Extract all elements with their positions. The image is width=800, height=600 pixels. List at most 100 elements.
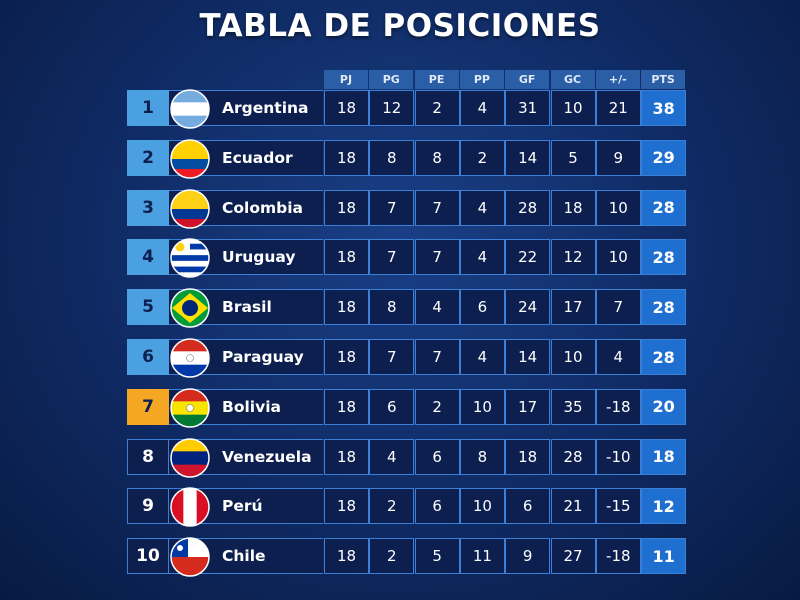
team-name: Argentina (222, 99, 309, 117)
team-name: Colombia (222, 198, 304, 217)
stat-cell: 4 (459, 189, 505, 226)
stat-cell: 7 (369, 189, 415, 226)
stat-cell: 8 (369, 289, 415, 326)
stat-cell: 18 (324, 538, 369, 575)
column-header: GF (505, 70, 550, 89)
team-cell: Venezuela (169, 437, 323, 478)
stat-cell: 28 (641, 189, 687, 226)
stat-cell: -15 (595, 488, 641, 525)
stat-cell: 18 (641, 438, 687, 475)
stat-cell: -18 (595, 538, 641, 575)
column-header: PE (414, 70, 459, 89)
stat-cell: 10 (550, 339, 596, 375)
stat-cell: 12 (369, 90, 415, 126)
stat-cell: 14 (505, 339, 551, 375)
flag-icon (170, 537, 210, 577)
column-header: PG (369, 70, 414, 89)
stat-cell: 28 (641, 339, 687, 375)
stat-cell: 10 (595, 239, 641, 276)
team-cell: Argentina (169, 89, 323, 129)
column-header: PTS (641, 70, 686, 89)
stat-cell: 4 (369, 438, 415, 475)
flag-icon (170, 388, 210, 428)
column-header: PP (459, 70, 504, 89)
stat-cell: 9 (505, 538, 551, 575)
stat-cell: 4 (459, 339, 505, 375)
flag-icon (170, 437, 210, 478)
stat-cell: 17 (550, 289, 596, 326)
stat-cell: 7 (414, 239, 460, 276)
stat-cell: 4 (595, 339, 641, 375)
position: 7 (127, 388, 169, 425)
team-name: Brasil (222, 298, 272, 317)
position: 2 (127, 139, 169, 176)
position: 8 (127, 438, 169, 475)
stat-cell: 18 (324, 339, 369, 375)
stat-cell: 28 (550, 438, 596, 475)
stat-cell: 28 (505, 189, 551, 226)
stat-cell: 6 (414, 438, 460, 475)
stat-cell: 18 (550, 189, 596, 226)
stat-cell: 4 (414, 289, 460, 326)
position: 1 (127, 90, 169, 126)
stat-cell: 18 (324, 239, 369, 276)
stat-cell: 11 (641, 538, 687, 575)
stat-cell: 12 (641, 488, 687, 525)
position: 9 (127, 488, 169, 525)
stat-cell: 21 (595, 90, 641, 126)
team-cell: Uruguay (169, 238, 323, 279)
team-cell: Perú (169, 487, 323, 528)
team-cell: Colombia (169, 188, 323, 229)
stat-cell: 4 (459, 239, 505, 276)
team-cell: Bolivia (169, 388, 323, 428)
position: 5 (127, 289, 169, 326)
flag-icon (170, 288, 210, 328)
team-cell: Ecuador (169, 139, 323, 179)
stat-cell: 7 (369, 239, 415, 276)
stat-cell: 18 (324, 139, 369, 176)
stat-cell: 11 (459, 538, 505, 575)
stat-cell: 7 (595, 289, 641, 326)
stat-cell: 20 (641, 388, 687, 425)
stat-cell: 14 (505, 139, 551, 176)
team-name: Bolivia (222, 397, 281, 416)
flag-icon (170, 89, 210, 129)
stat-cell: 10 (550, 90, 596, 126)
stat-cell: 7 (414, 339, 460, 375)
stat-cell: 22 (505, 239, 551, 276)
team-name: Chile (222, 547, 266, 566)
stat-cell: 6 (369, 388, 415, 425)
position: 10 (127, 538, 169, 575)
stat-cell: 8 (414, 139, 460, 176)
stat-cell: 2 (459, 139, 505, 176)
stat-cell: 2 (369, 488, 415, 525)
stat-cell: 18 (324, 90, 369, 126)
stat-cell: 12 (550, 239, 596, 276)
stat-cell: 29 (641, 139, 687, 176)
stat-cell: 2 (414, 388, 460, 425)
stat-cell: 18 (324, 488, 369, 525)
title: TABLA DE POSICIONES (199, 8, 601, 44)
team-cell: Paraguay (169, 338, 323, 378)
stat-cell: 28 (641, 239, 687, 276)
stat-cell: 6 (505, 488, 551, 525)
stat-cell: 2 (369, 538, 415, 575)
stat-cell: 28 (641, 289, 687, 326)
stat-cell: 21 (550, 488, 596, 525)
flag-icon (170, 188, 210, 229)
stat-cell: 7 (369, 339, 415, 375)
stat-cell: 31 (505, 90, 551, 126)
stat-cell: -10 (595, 438, 641, 475)
stat-cell: 9 (595, 139, 641, 176)
stat-cell: 10 (459, 388, 505, 425)
stat-cell: 4 (459, 90, 505, 126)
column-header: GC (550, 70, 595, 89)
team-name: Perú (222, 497, 263, 516)
position: 3 (127, 189, 169, 226)
position: 4 (127, 239, 169, 276)
stat-cell: 18 (324, 438, 369, 475)
stat-cell: 18 (324, 388, 369, 425)
stat-cell: 10 (595, 189, 641, 226)
stat-cell: 24 (505, 289, 551, 326)
